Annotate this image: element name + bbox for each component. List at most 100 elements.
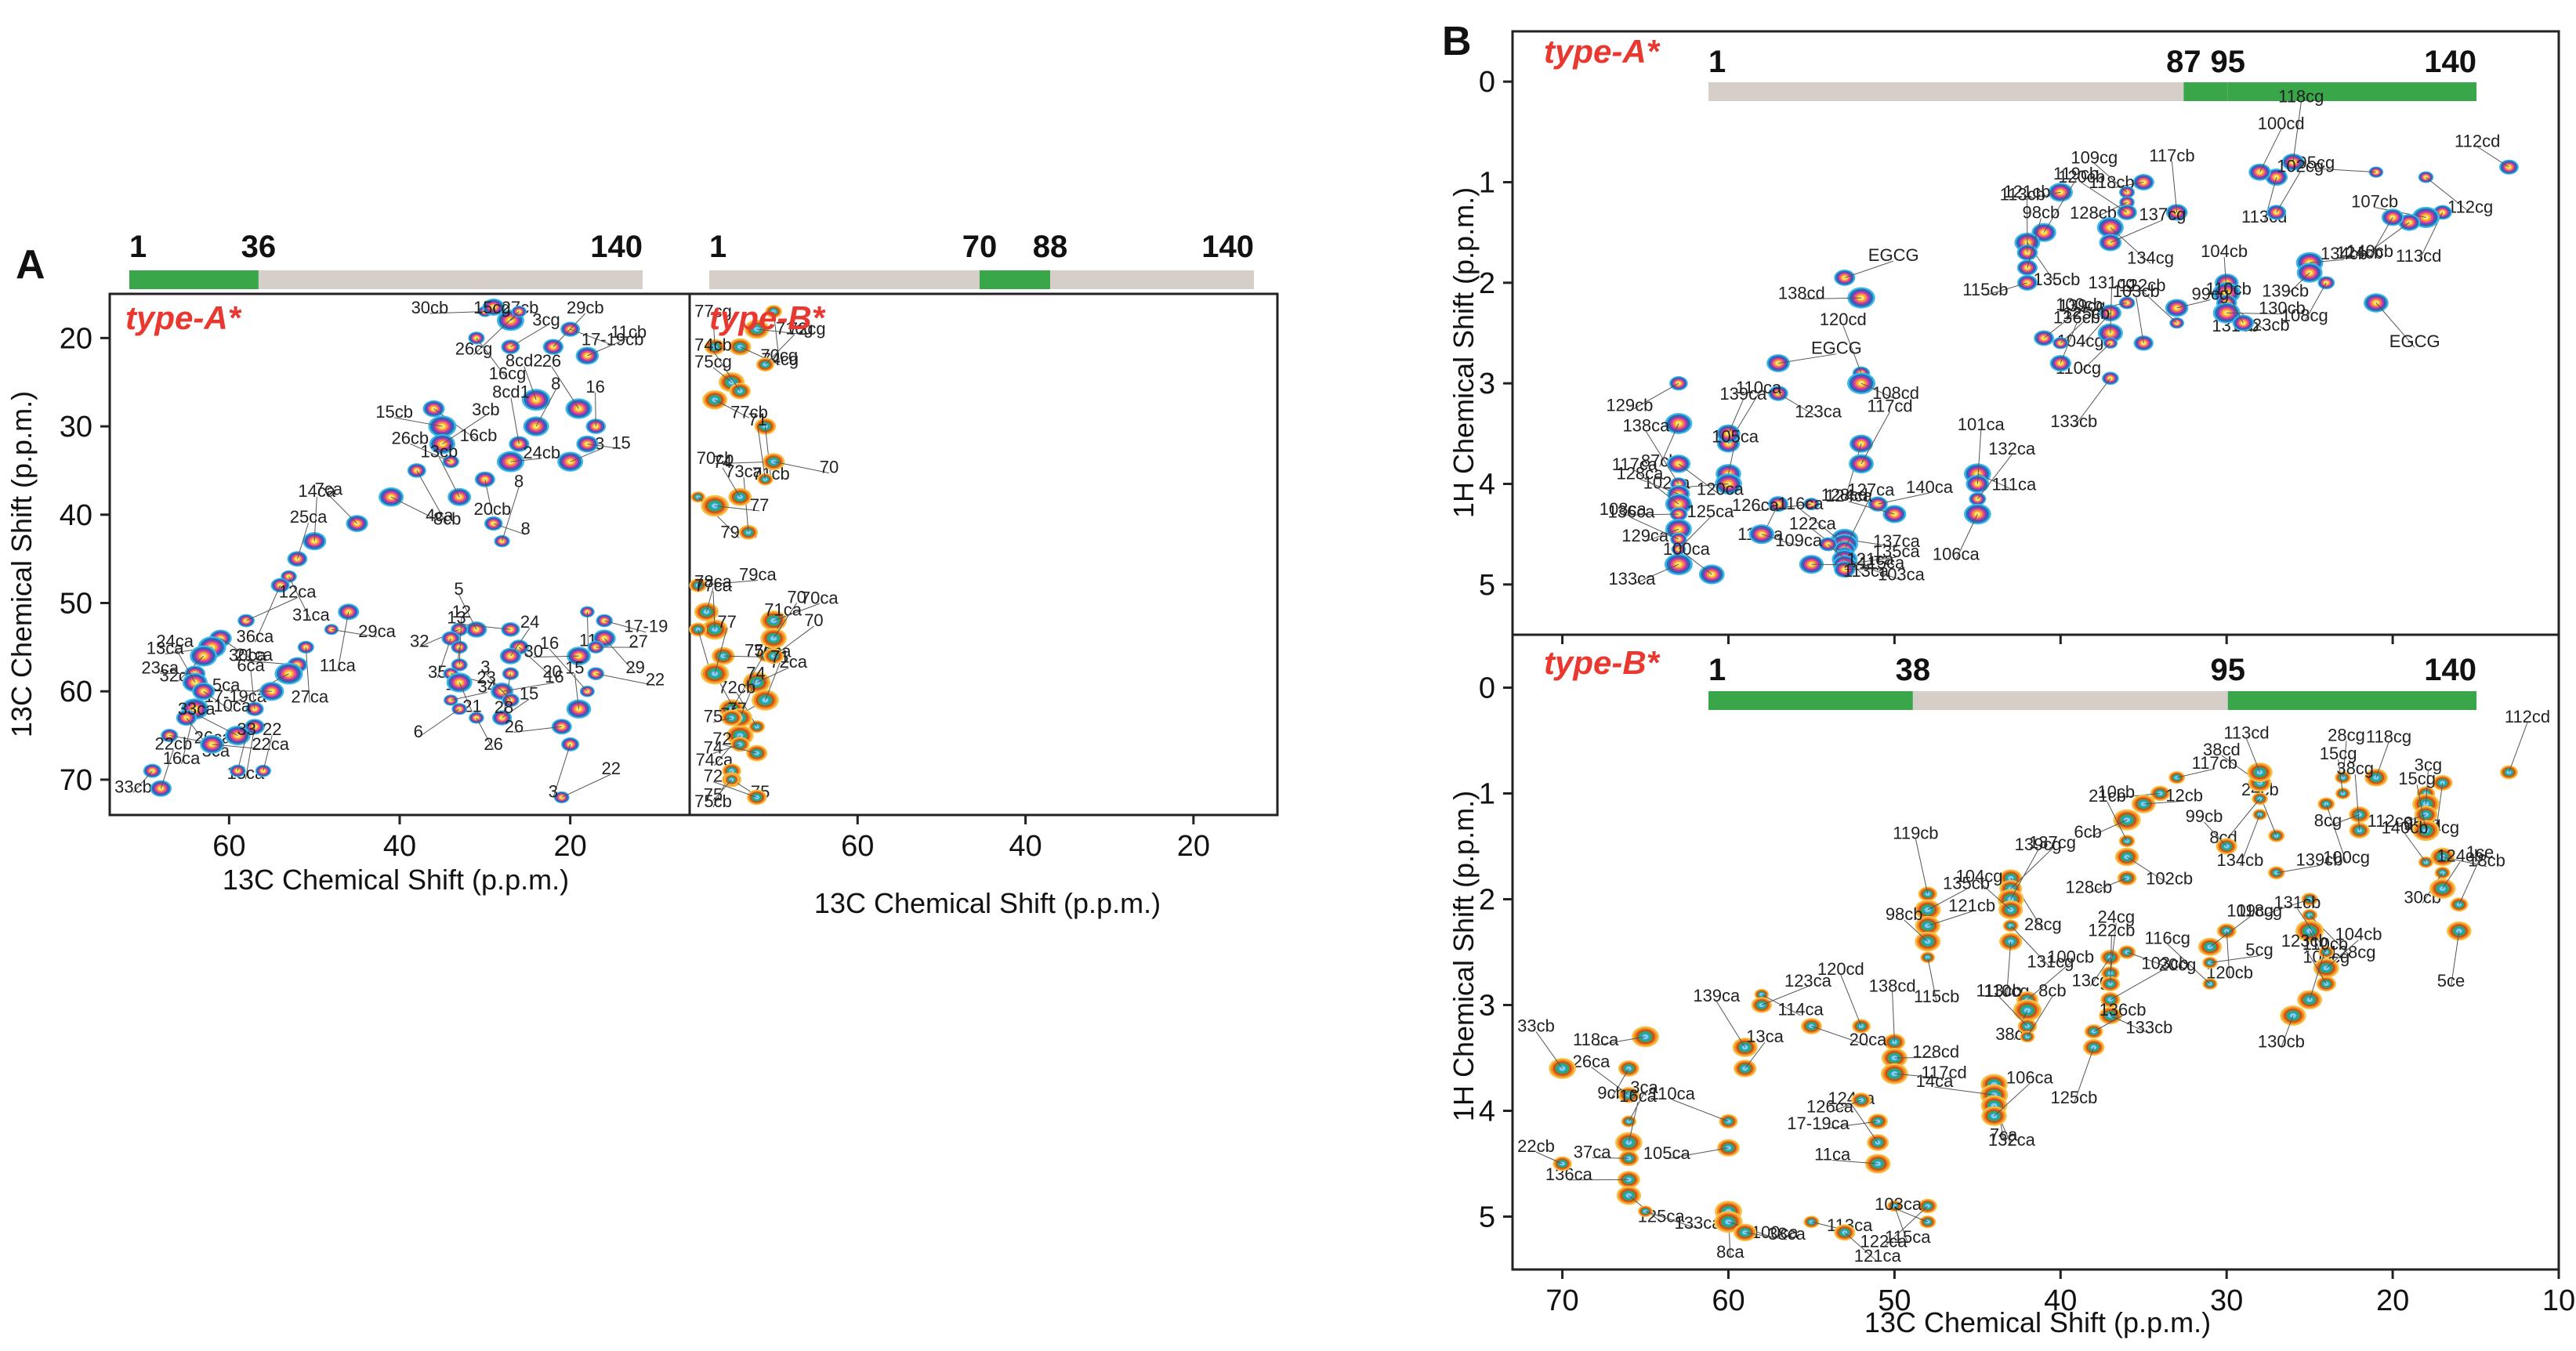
peak-leader: [603, 638, 636, 674]
peak-label: 28cg: [2328, 725, 2365, 744]
peak-leader: [484, 672, 511, 701]
peak-label: 139cg: [2059, 296, 2106, 316]
peak-label: 108cg: [2281, 306, 2328, 325]
peak-leader: [697, 580, 758, 586]
peak-leader: [1631, 517, 1679, 540]
peak-leader: [2110, 219, 2163, 243]
y-tick-label: 5: [1479, 569, 1495, 602]
peak-leader: [1844, 260, 1894, 278]
peak-label: 16: [585, 377, 604, 397]
peak-leader: [1727, 442, 1736, 474]
sequence-bar-label: 1: [1708, 653, 1726, 687]
peak-label: 23: [476, 668, 495, 687]
peak-leader: [2110, 226, 2151, 264]
peak-leader: [484, 479, 493, 516]
peak-mark: [1920, 951, 1936, 964]
peak-leader: [160, 749, 174, 789]
peak-label: 29cb: [567, 298, 604, 317]
peak-leader: [1777, 393, 1819, 418]
peak-leader: [2276, 172, 2301, 213]
peak-label: 117cb: [2192, 753, 2237, 773]
peak-label: 70: [820, 458, 839, 477]
peak-label: 121cb: [1948, 896, 1995, 915]
peak-mark: [494, 534, 510, 548]
peak-contour: [311, 538, 317, 544]
peak-label: 21ca: [235, 645, 273, 665]
sequence-bar-label: 1: [709, 230, 726, 264]
peak-leader: [220, 638, 255, 661]
peak-contour: [2273, 175, 2280, 179]
peak-contour: [737, 742, 743, 747]
peak-leader: [519, 647, 553, 678]
peak-label: 136cb: [2053, 307, 2100, 327]
peak-mark: [728, 487, 752, 506]
peak-leader: [1985, 282, 2028, 296]
peak-leader: [1801, 297, 1862, 300]
peak-leader: [254, 585, 281, 643]
peak-label: 112cd: [2505, 707, 2550, 726]
peak-leader: [764, 662, 781, 701]
peak-label: 106ca: [2006, 1068, 2054, 1088]
y-axis-title: 13C Chemical Shift (p.p.m.): [5, 391, 38, 737]
peak-leader: [2060, 323, 2078, 364]
peak-label: 74cb: [694, 335, 732, 355]
peak-leader: [513, 726, 562, 733]
peak-mark: [237, 614, 255, 628]
peak-leader: [502, 487, 520, 541]
peak-label: 121ca: [1847, 549, 1895, 569]
peak-label: 124cb: [2336, 243, 2383, 263]
peak-label: 119cb: [1893, 824, 1938, 843]
peak-contour: [770, 618, 777, 624]
peak-label: 125ca: [1687, 502, 1734, 521]
peak-leader: [1976, 429, 1982, 484]
peak-leader: [1622, 513, 1679, 516]
peak-mark: [748, 720, 766, 733]
peak-leader: [288, 576, 312, 621]
peak-leader: [570, 328, 613, 346]
peak-label: 110cb: [2206, 279, 2252, 299]
peak-label: 128cd: [1821, 485, 1868, 505]
peak-leader: [773, 311, 780, 361]
peak-label: 6: [414, 722, 423, 741]
peak-mark: [511, 306, 527, 317]
peak-leader: [203, 690, 233, 712]
peak-label: 102cb: [2146, 869, 2193, 889]
peak-leader: [1976, 454, 2013, 500]
peak-leader: [1716, 1001, 1746, 1048]
peak-leader: [604, 620, 647, 633]
peak-leader: [596, 673, 656, 686]
peak-contour: [737, 389, 743, 393]
sequence-bar-label: 140: [590, 230, 643, 264]
peak-leader: [451, 691, 487, 701]
peak-contour: [482, 477, 488, 482]
peak-label: 72cg: [788, 319, 826, 339]
x-tick-label: 40: [383, 830, 416, 863]
peak-label: 139cg: [2015, 835, 2062, 854]
peak-label: 103cb: [2113, 281, 2160, 301]
peak-leader: [418, 708, 460, 738]
peak-label: 112cg: [2447, 197, 2493, 216]
peak-leader: [1840, 974, 1862, 1027]
peak-label: 25ca: [290, 507, 328, 527]
peak-label: 115cb: [1914, 987, 1959, 1006]
peak-mark: [2114, 847, 2139, 867]
peak-label: 128ca: [1616, 463, 1664, 483]
peak-leader: [722, 744, 757, 754]
panel-letter-b: B: [1442, 19, 1472, 64]
type-label: type-B*: [1544, 644, 1661, 681]
peak-leader: [1842, 324, 1862, 374]
peak-contour: [1974, 481, 1980, 487]
peak-leader: [2171, 161, 2178, 213]
peak-leader: [1755, 503, 1812, 512]
peak-label: 113cd: [2223, 723, 2269, 743]
peak-leader: [1860, 382, 1897, 400]
peak-label: 5: [454, 579, 463, 599]
peak-label: 133cb: [2050, 411, 2097, 431]
peak-label: 15cg: [473, 298, 511, 317]
peak-label: 22: [601, 759, 620, 778]
peak-leader: [2228, 294, 2244, 324]
peak-leader: [416, 470, 448, 525]
peak-label: 130cb: [2259, 299, 2306, 318]
peak-label: 112cd: [2455, 131, 2500, 150]
peak-label: 98cb: [2023, 203, 2060, 223]
